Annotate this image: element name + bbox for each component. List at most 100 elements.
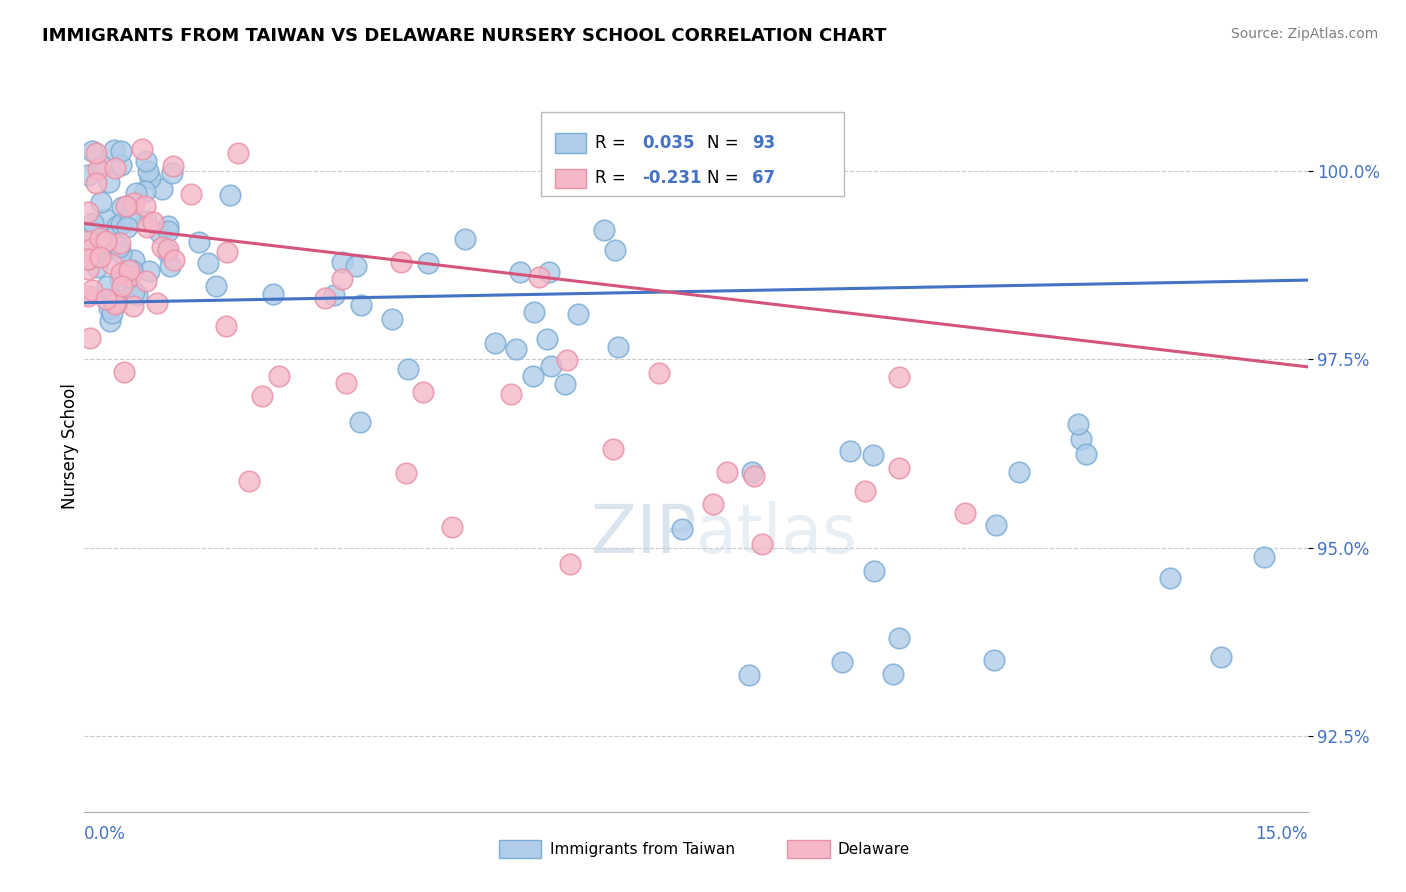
Point (741, 465, 763, 479)
Point (412, 385, 434, 400)
Point (889, 461, 911, 475)
Point (77, 252, 100, 266)
Point (104, 161, 127, 176)
Point (499, 387, 522, 401)
Point (536, 332, 558, 346)
Point (862, 448, 884, 462)
Point (1209, 649, 1232, 664)
Point (418, 256, 440, 270)
Point (115, 199, 138, 213)
Point (101, 292, 124, 306)
Point (983, 653, 1005, 667)
Point (1070, 433, 1092, 447)
Point (97, 175, 120, 189)
Point (107, 219, 129, 233)
Point (984, 518, 1007, 533)
Point (84, 177, 107, 191)
Point (238, 474, 260, 488)
Point (889, 370, 911, 384)
Point (111, 200, 134, 214)
Point (122, 253, 145, 268)
Point (103, 143, 125, 157)
Point (94, 234, 117, 248)
Point (344, 259, 367, 273)
Point (839, 443, 862, 458)
Point (389, 255, 412, 269)
Point (110, 217, 132, 231)
Point (135, 153, 157, 168)
Point (118, 269, 141, 284)
Point (522, 369, 544, 384)
Point (540, 359, 562, 373)
Point (142, 215, 165, 229)
Point (1253, 550, 1275, 565)
Point (484, 335, 506, 350)
Point (115, 199, 138, 213)
Point (1008, 465, 1031, 479)
Point (77, 252, 100, 266)
Point (145, 295, 167, 310)
Point (111, 279, 134, 293)
Point (77, 235, 100, 249)
Point (110, 273, 132, 287)
Text: N =: N = (707, 134, 744, 152)
Point (226, 146, 249, 161)
Point (394, 467, 416, 481)
Point (135, 214, 157, 228)
Point (112, 365, 135, 379)
Text: ZIP: ZIP (591, 500, 696, 566)
Point (262, 286, 284, 301)
Point (104, 297, 127, 311)
Point (122, 299, 145, 313)
Point (108, 240, 131, 254)
Point (118, 211, 141, 225)
Point (529, 270, 551, 285)
Point (86, 248, 108, 262)
Point (831, 655, 853, 669)
Point (1067, 417, 1090, 432)
Point (509, 264, 531, 278)
Point (1159, 571, 1181, 585)
Text: Delaware: Delaware (838, 842, 910, 856)
Point (98, 301, 121, 315)
Point (523, 305, 546, 319)
Point (98, 314, 121, 328)
Text: 93: 93 (752, 134, 776, 152)
Point (156, 224, 179, 238)
Point (100, 306, 122, 320)
Point (122, 196, 145, 211)
Point (204, 279, 226, 293)
Point (180, 186, 202, 201)
Point (744, 469, 766, 483)
Point (136, 164, 159, 178)
Point (135, 274, 157, 288)
Point (349, 415, 371, 429)
Point (121, 263, 143, 277)
Point (162, 159, 184, 173)
Point (330, 255, 353, 269)
Point (862, 564, 884, 578)
Point (267, 369, 290, 384)
Point (80, 283, 103, 297)
Point (350, 298, 373, 312)
Point (105, 296, 128, 310)
Y-axis label: Nursery School: Nursery School (60, 383, 79, 509)
Point (89, 231, 111, 245)
Point (110, 158, 132, 172)
Point (118, 262, 141, 277)
Point (217, 245, 239, 260)
Point (454, 232, 477, 246)
Point (79, 331, 101, 345)
Point (136, 219, 159, 234)
Point (89, 250, 111, 264)
Point (149, 226, 172, 240)
Point (122, 285, 145, 299)
Text: N =: N = (707, 169, 744, 187)
Point (887, 631, 910, 645)
Point (138, 264, 160, 278)
Point (139, 170, 162, 185)
Point (90, 157, 112, 171)
Point (82, 216, 104, 230)
Point (117, 219, 139, 234)
Point (592, 222, 614, 236)
